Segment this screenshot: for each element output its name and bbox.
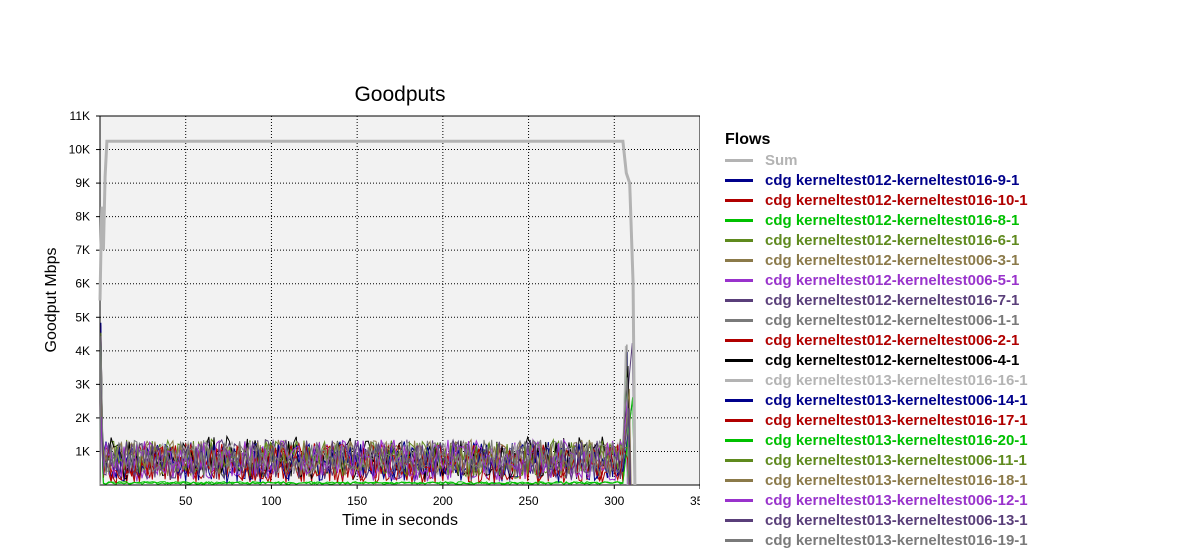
y-tick-label: 8K: [75, 210, 90, 224]
y-axis-ticks: 1K 2K 3K 4K 5K 6K 7K 8K 9K 10K 11K: [69, 109, 100, 458]
y-tick-label: 2K: [75, 411, 90, 425]
legend-swatch: [725, 418, 753, 422]
legend-item: cdg kerneltest012-kerneltest016-7-1: [725, 291, 1028, 311]
legend-label: cdg kerneltest012-kerneltest006-3-1: [765, 252, 1020, 269]
grid-lines: [100, 116, 700, 485]
series-line: [98, 139, 637, 486]
legend-item: cdg kerneltest013-kerneltest006-13-1: [725, 511, 1028, 531]
y-tick-label: 11K: [70, 109, 90, 123]
legend-item: cdg kerneltest013-kerneltest006-11-1: [725, 451, 1028, 471]
y-tick-label: 1K: [75, 444, 90, 458]
legend-item: Sum: [725, 151, 1028, 171]
legend-swatch: [725, 498, 753, 502]
legend-item: cdg kerneltest013-kerneltest016-18-1: [725, 471, 1028, 491]
y-tick-label: 5K: [75, 310, 90, 324]
legend-label: Sum: [765, 152, 798, 169]
legend-label: cdg kerneltest012-kerneltest016-10-1: [765, 192, 1028, 209]
x-axis-label: Time in seconds: [342, 512, 458, 529]
legend-label: cdg kerneltest013-kerneltest016-18-1: [765, 472, 1028, 489]
legend-swatch: [725, 478, 753, 482]
legend-label: cdg kerneltest013-kerneltest006-14-1: [765, 392, 1028, 409]
legend-title: Flows: [725, 131, 771, 148]
legend-label: cdg kerneltest012-kerneltest006-5-1: [765, 272, 1020, 289]
legend-swatch: [725, 298, 753, 302]
legend-label: cdg kerneltest013-kerneltest016-16-1: [765, 372, 1028, 389]
legend-item: cdg kerneltest013-kerneltest016-19-1: [725, 531, 1028, 551]
goodputs-chart: Goodputs 1K 2K 3K 4K 5K 6K 7K 8K 9K 10K 11K 50 100 1…: [43, 83, 700, 529]
legend-label: cdg kerneltest013-kerneltest006-11-1: [765, 452, 1027, 469]
y-axis-label: Goodput Mbps: [43, 248, 60, 353]
legend-item: cdg kerneltest012-kerneltest006-1-1: [725, 311, 1028, 331]
y-tick-label: 3K: [75, 377, 90, 391]
x-tick-label: 350: [690, 494, 700, 508]
legend-swatch: [725, 338, 753, 342]
legend-label: cdg kerneltest012-kerneltest016-8-1: [765, 212, 1020, 229]
series-line: [99, 348, 632, 486]
legend-item: cdg kerneltest012-kerneltest006-3-1: [725, 251, 1028, 271]
legend-label: cdg kerneltest013-kerneltest016-17-1: [765, 412, 1028, 429]
legend-item: cdg kerneltest012-kerneltest016-10-1: [725, 191, 1028, 211]
legend-swatch: [725, 158, 753, 162]
legend-swatch: [725, 278, 753, 282]
chart-title: Goodputs: [354, 83, 445, 106]
legend-item: cdg kerneltest013-kerneltest006-12-1: [725, 491, 1028, 511]
legend-item: cdg kerneltest013-kerneltest016-17-1: [725, 411, 1028, 431]
legend-label: cdg kerneltest012-kerneltest006-4-1: [765, 352, 1020, 369]
y-tick-label: 4K: [75, 344, 90, 358]
legend-swatch: [725, 238, 753, 242]
x-tick-label: 200: [433, 494, 453, 508]
legend-item: cdg kerneltest012-kerneltest006-4-1: [725, 351, 1028, 371]
legend-swatch: [725, 318, 753, 322]
legend-swatch: [725, 258, 753, 262]
legend-swatch: [725, 358, 753, 362]
series-group: [98, 139, 637, 486]
y-tick-label: 6K: [75, 277, 90, 291]
legend-label: cdg kerneltest012-kerneltest016-7-1: [765, 292, 1020, 309]
legend-swatch: [725, 438, 753, 442]
plot-area: [99, 115, 700, 486]
legend-item: cdg kerneltest012-kerneltest016-8-1: [725, 211, 1028, 231]
legend-item: cdg kerneltest012-kerneltest006-2-1: [725, 331, 1028, 351]
legend-label: cdg kerneltest013-kerneltest016-19-1: [765, 532, 1028, 549]
legend-item: cdg kerneltest013-kerneltest016-16-1: [725, 371, 1028, 391]
legend-swatch: [725, 538, 753, 542]
legend-item: cdg kerneltest012-kerneltest016-6-1: [725, 231, 1028, 251]
legend-swatch: [725, 458, 753, 462]
legend-item: cdg kerneltest012-kerneltest016-9-1: [725, 171, 1028, 191]
legend-label: cdg kerneltest012-kerneltest016-6-1: [765, 232, 1020, 249]
legend-label: cdg kerneltest012-kerneltest006-2-1: [765, 332, 1020, 349]
x-tick-label: 100: [261, 494, 281, 508]
x-tick-label: 300: [604, 494, 624, 508]
x-tick-label: 250: [519, 494, 539, 508]
legend-item: cdg kerneltest013-kerneltest006-14-1: [725, 391, 1028, 411]
legend-label: cdg kerneltest012-kerneltest006-1-1: [765, 312, 1020, 329]
y-tick-label: 10K: [69, 143, 90, 157]
legend-label: cdg kerneltest013-kerneltest006-13-1: [765, 512, 1028, 529]
legend-swatch: [725, 178, 753, 182]
series-line: [99, 336, 630, 486]
legend-label: cdg kerneltest013-kerneltest016-20-1: [765, 432, 1028, 449]
legend-item: cdg kerneltest013-kerneltest016-20-1: [725, 431, 1028, 451]
legend-swatch: [725, 398, 753, 402]
legend-item: cdg kerneltest012-kerneltest006-5-1: [725, 271, 1028, 291]
series-line: [99, 346, 635, 486]
y-tick-label: 7K: [75, 243, 90, 257]
legend-swatch: [725, 198, 753, 202]
legend-items: Sum cdg kerneltest012-kerneltest016-9-1 cd…: [725, 151, 1028, 551]
x-axis-ticks: 50 100 150 200 250 300 350: [179, 485, 700, 508]
legend-label: cdg kerneltest013-kerneltest006-12-1: [765, 492, 1028, 509]
legend-swatch: [725, 218, 753, 222]
legend: Flows Sum cdg kerneltest012-kerneltest016…: [725, 129, 1028, 551]
x-tick-label: 150: [347, 494, 367, 508]
x-tick-label: 50: [179, 494, 193, 508]
legend-swatch: [725, 518, 753, 522]
legend-label: cdg kerneltest012-kerneltest016-9-1: [765, 172, 1020, 189]
legend-swatch: [725, 378, 753, 382]
y-tick-label: 9K: [75, 176, 90, 190]
